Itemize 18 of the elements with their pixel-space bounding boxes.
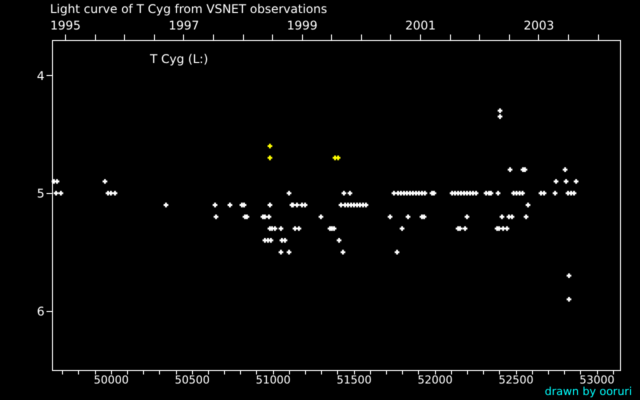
text: drawn by ooruri bbox=[544, 385, 632, 398]
y-tick-label: 6 bbox=[36, 304, 44, 319]
x2-tick-label: 1999 bbox=[286, 18, 318, 32]
x-tick-label: 50500 bbox=[174, 374, 210, 386]
y-tick-label: 5 bbox=[36, 186, 44, 201]
y-tick-label: 4 bbox=[36, 68, 44, 83]
x-tick-label: 50000 bbox=[94, 374, 129, 386]
x-tick-label: 52500 bbox=[498, 374, 534, 386]
x2-tick-label: 2001 bbox=[405, 18, 436, 32]
x2-tick-label: 2003 bbox=[524, 18, 554, 32]
x-tick-label: 52000 bbox=[418, 374, 453, 386]
x2-tick-label: 1997 bbox=[168, 18, 200, 32]
annotation: T Cyg (L:) bbox=[150, 52, 208, 66]
x2-tick-label: 1995 bbox=[50, 18, 81, 32]
x-tick-label: 51000 bbox=[256, 374, 291, 386]
x-tick-label: 51500 bbox=[336, 374, 372, 386]
x-tick-label: 53000 bbox=[580, 374, 615, 386]
chart-title: Light curve of T Cyg from VSNET observations bbox=[50, 2, 328, 16]
